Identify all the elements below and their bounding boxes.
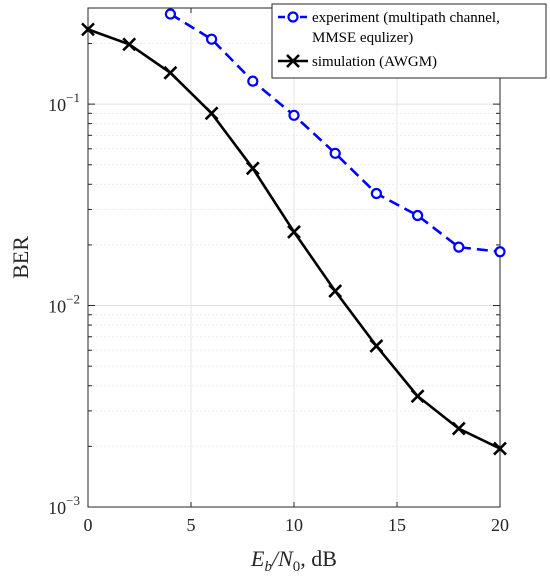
legend-label: experiment (multipath channel, bbox=[312, 10, 500, 26]
x-label-sub-b: b bbox=[264, 559, 272, 575]
series-0 bbox=[164, 8, 506, 258]
series-1-point bbox=[369, 339, 384, 353]
y-tick-label: 10−3 bbox=[48, 493, 80, 518]
legend-entry-1: simulation (AWGM) bbox=[278, 54, 437, 70]
x-tick-label: 20 bbox=[491, 515, 509, 535]
x-tick-label: 5 bbox=[187, 515, 196, 535]
y-tick-label-base: 10 bbox=[48, 95, 66, 115]
legend-marker-1 bbox=[286, 54, 300, 68]
y-tick-label-exponent: −2 bbox=[66, 292, 80, 307]
series-1-point bbox=[328, 284, 343, 298]
grid bbox=[88, 7, 500, 507]
series-0-point bbox=[370, 187, 382, 200]
x-label-sub-0: 0 bbox=[293, 559, 301, 575]
y-tick-label-exponent: −3 bbox=[66, 493, 80, 508]
series-0-point bbox=[206, 33, 218, 45]
series-0-point bbox=[494, 246, 506, 258]
legend-entries: experiment (multipath channel, MMSE equli… bbox=[278, 10, 500, 70]
series-1-point bbox=[451, 421, 466, 436]
series-1-point bbox=[410, 389, 425, 404]
series-0-point bbox=[288, 109, 300, 121]
x-tick-label: 0 bbox=[84, 515, 93, 535]
x-tick-label: 15 bbox=[388, 515, 406, 535]
series-1-point bbox=[287, 225, 301, 239]
series-0-point bbox=[453, 241, 465, 253]
series-0-point bbox=[412, 209, 424, 222]
series-0-point bbox=[247, 75, 259, 87]
legend-entry-0: experiment (multipath channel, MMSE equli… bbox=[278, 10, 500, 46]
legend-label: MMSE equlizer) bbox=[312, 30, 413, 46]
y-tick-label: 10−1 bbox=[48, 90, 80, 115]
axis-ticks bbox=[87, 7, 501, 508]
legend-box bbox=[271, 3, 547, 79]
series-0-point bbox=[329, 147, 341, 159]
y-axis-label: BER bbox=[8, 236, 33, 279]
legend-label: simulation (AWGM) bbox=[312, 54, 437, 70]
series-0-point bbox=[164, 8, 176, 20]
series-1-point bbox=[204, 106, 219, 121]
series bbox=[81, 8, 507, 456]
x-label-slash-n: /N bbox=[270, 546, 294, 571]
series-1 bbox=[81, 22, 507, 456]
series-1-point bbox=[493, 441, 507, 456]
x-axis-label: Eb/N0, dB bbox=[250, 546, 337, 575]
x-tick-label: 10 bbox=[285, 515, 303, 535]
y-tick-label-base: 10 bbox=[48, 297, 66, 317]
series-1-point bbox=[245, 161, 260, 176]
series-1-point bbox=[81, 22, 95, 37]
x-label-unit: , dB bbox=[300, 546, 337, 571]
y-tick-label-exponent: −1 bbox=[66, 90, 80, 105]
series-1-point bbox=[163, 65, 178, 80]
y-tick-label: 10−2 bbox=[48, 292, 80, 317]
legend: experiment (multipath channel, MMSE equli… bbox=[271, 3, 547, 79]
x-label-e: E bbox=[250, 546, 265, 571]
y-tick-label-base: 10 bbox=[48, 498, 66, 518]
series-1-point bbox=[122, 37, 137, 52]
legend-marker-0 bbox=[287, 11, 299, 23]
